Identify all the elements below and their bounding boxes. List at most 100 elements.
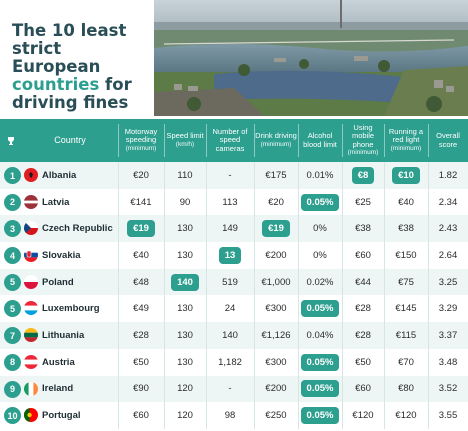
column-divider	[428, 295, 429, 323]
table-cell: 13	[206, 242, 254, 269]
fines-table: Country Motorway speeding (minimum) Speed l…	[0, 119, 468, 429]
lowest-value-badge: 0.05%	[300, 300, 340, 318]
table-cell: 90	[164, 189, 206, 216]
column-divider	[254, 375, 255, 403]
rank-badge: 5	[4, 273, 21, 291]
lowest-value-badge: €10	[392, 166, 420, 184]
column-divider	[428, 322, 429, 349]
table-cell: €10	[384, 162, 428, 189]
rank-badge: 2	[4, 193, 21, 211]
column-divider	[206, 322, 207, 349]
cell-value: €250	[265, 410, 287, 422]
table-cell: -	[206, 162, 254, 189]
cell-value: 130	[177, 356, 193, 368]
column-divider	[342, 348, 343, 376]
table-cell: 2.34	[428, 189, 468, 216]
column-divider	[428, 402, 429, 429]
column-divider	[206, 242, 207, 269]
cell-value: €1,000	[261, 276, 291, 288]
cell-value: 3.55	[438, 410, 458, 422]
table-cell: €28	[342, 322, 384, 349]
cell-value: 130	[177, 249, 193, 261]
cell-value: €75	[398, 276, 414, 288]
column-header-1: Motorway speeding (minimum)	[118, 119, 164, 162]
column-header-unit: (minimum)	[347, 149, 379, 156]
cell-value: 3.52	[438, 383, 458, 395]
column-divider	[164, 215, 165, 243]
table-cell: €300	[254, 295, 298, 322]
column-divider	[342, 242, 343, 269]
column-header-4: Drink driving (minimum)	[254, 119, 298, 162]
column-divider	[298, 375, 299, 403]
country-name: Austria	[42, 356, 75, 368]
table-header-row: Country Motorway speeding (minimum) Speed l…	[0, 119, 468, 162]
column-divider	[298, 295, 299, 323]
table-cell: 0.05%	[298, 402, 342, 429]
cell-value: 90	[179, 196, 191, 208]
table-cell: €60	[118, 402, 164, 429]
title-line-3-rest: for	[99, 75, 132, 94]
rank-badge: 3	[4, 220, 21, 238]
cell-value: €28	[133, 329, 149, 341]
column-divider	[428, 375, 429, 403]
column-divider	[428, 268, 429, 296]
table-cell: €48	[118, 269, 164, 296]
column-divider	[384, 295, 385, 323]
country-name: Latvia	[42, 196, 70, 208]
table-cell: €90	[118, 376, 164, 403]
cell-value: 0%	[313, 249, 327, 261]
rank-badge: 4	[4, 247, 21, 265]
rank-badge: 8	[4, 353, 21, 371]
cell-value: €300	[265, 356, 287, 368]
table-cell: 0.05%	[298, 376, 342, 403]
column-divider	[164, 402, 165, 429]
column-divider	[342, 375, 343, 403]
cell-value: 0%	[313, 223, 327, 235]
cell-value: €20	[268, 196, 284, 208]
column-divider	[118, 242, 119, 269]
table-cell: €44	[342, 269, 384, 296]
table-cell: 519	[206, 269, 254, 296]
table-cell: €75	[384, 269, 428, 296]
header-divider	[298, 124, 299, 157]
table-cell: €70	[384, 349, 428, 376]
column-divider	[118, 162, 119, 189]
lowest-value-badge: €19	[127, 220, 155, 238]
slovakia-flag-icon	[24, 248, 38, 263]
header-divider	[118, 124, 119, 157]
column-divider	[164, 322, 165, 349]
cell-value: €60	[355, 249, 371, 261]
column-divider	[428, 348, 429, 376]
column-divider	[254, 162, 255, 189]
column-divider	[384, 242, 385, 269]
cell-value: 519	[222, 276, 238, 288]
cell-value: €200	[265, 249, 287, 261]
cell-value: 130	[177, 303, 193, 315]
table-cell: €38	[342, 215, 384, 242]
title-line-2: strict European	[12, 39, 101, 76]
city-photo	[154, 0, 468, 116]
rank-badge: 10	[4, 407, 21, 425]
cell-value: €60	[133, 410, 149, 422]
austria-flag-icon	[24, 354, 38, 369]
table-cell: €20	[118, 162, 164, 189]
table-cell: €1,000	[254, 269, 298, 296]
cell-value: 110	[177, 169, 193, 181]
table-cell: 3.55	[428, 402, 468, 429]
column-divider	[428, 162, 429, 189]
column-divider	[164, 348, 165, 376]
column-divider	[164, 162, 165, 189]
table-cell: 0.01%	[298, 162, 342, 189]
table-cell: €50	[342, 349, 384, 376]
column-divider	[254, 268, 255, 296]
lithuania-flag-icon	[24, 328, 38, 343]
country-name: Lithuania	[42, 329, 85, 341]
table-row: 4 Slovakia €40 130 13 €200 0% €60 €150 2.64	[0, 242, 468, 269]
column-header-3: Number of speed cameras	[206, 119, 254, 162]
header-divider	[206, 124, 207, 157]
lowest-value-badge: 0.05%	[300, 380, 340, 398]
column-divider	[206, 215, 207, 243]
cell-value: 140	[222, 329, 238, 341]
column-divider	[206, 268, 207, 296]
lowest-value-badge: €8	[351, 166, 375, 184]
